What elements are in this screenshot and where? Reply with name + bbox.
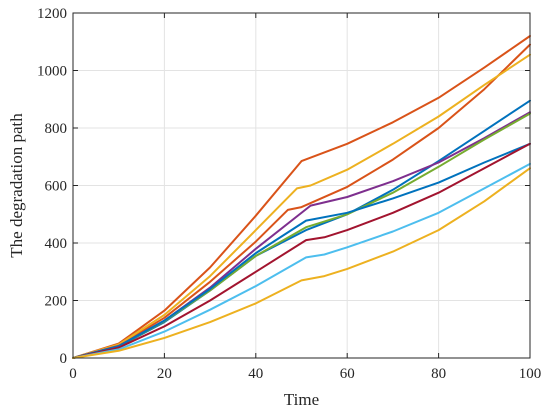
y-tick-label: 1200 — [37, 6, 67, 22]
x-tick-label: 100 — [519, 366, 542, 382]
series-line-10 — [72, 167, 531, 359]
series-group — [72, 35, 531, 359]
y-tick-label: 1000 — [37, 64, 67, 80]
y-tick-label: 400 — [45, 236, 68, 252]
series-line-3 — [72, 53, 531, 359]
x-tick-label: 0 — [69, 366, 77, 382]
series-line-8 — [72, 142, 531, 359]
grid — [72, 12, 531, 359]
y-tick-label: 800 — [45, 121, 68, 137]
y-tick-label: 0 — [60, 351, 68, 367]
y-tick-label: 200 — [45, 294, 68, 310]
series-line-2 — [72, 43, 531, 359]
series-line-5 — [72, 111, 531, 359]
y-tick-label: 600 — [45, 179, 68, 195]
x-tick-label: 60 — [340, 366, 355, 382]
series-line-1 — [72, 35, 531, 359]
y-axis-label: The degradation path — [7, 113, 26, 258]
x-tick-label: 40 — [248, 366, 263, 382]
series-line-7 — [72, 142, 531, 359]
x-tick-label: 20 — [157, 366, 172, 382]
x-axis-label: Time — [284, 390, 319, 409]
x-tick-label: 80 — [431, 366, 446, 382]
series-line-9 — [72, 162, 531, 359]
